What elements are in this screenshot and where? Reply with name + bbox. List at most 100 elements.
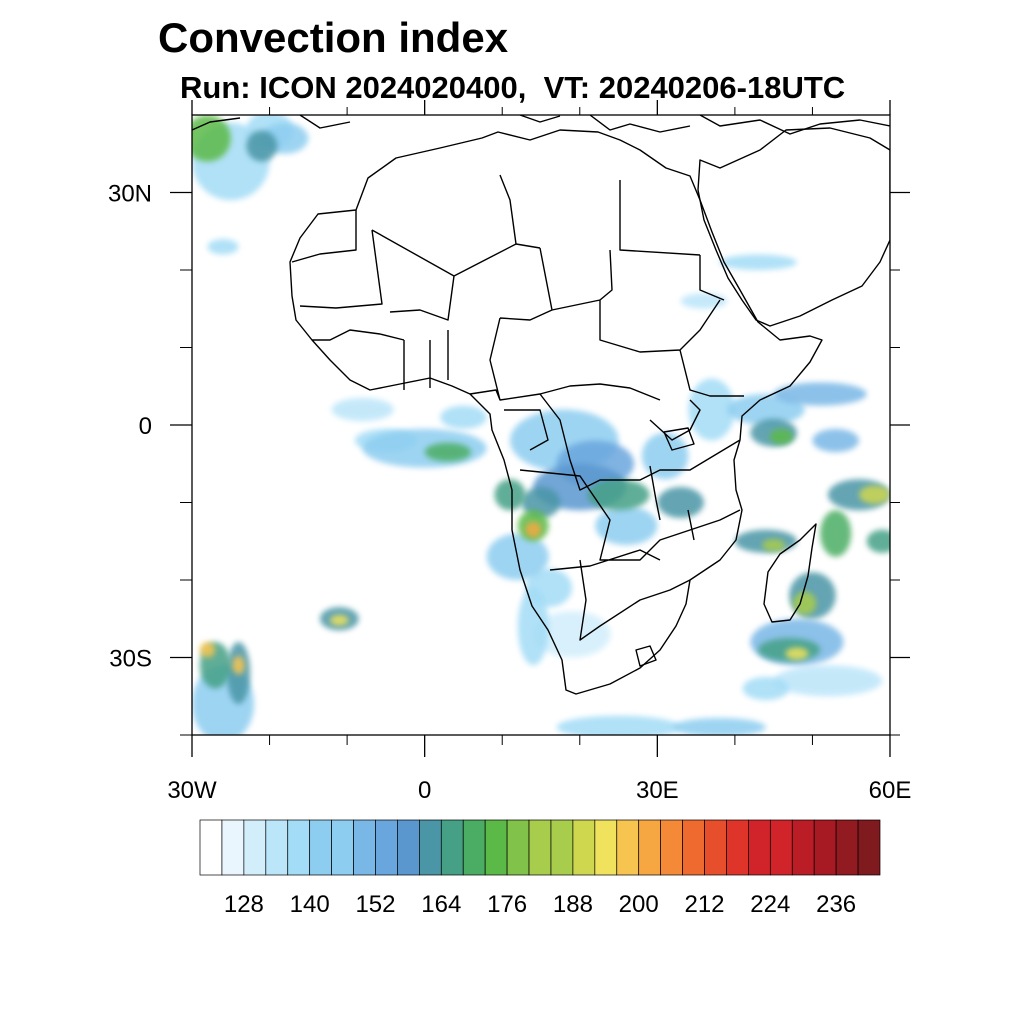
colorbar-box [726,819,749,876]
convection-cell [595,506,658,546]
convection-cell [641,432,689,480]
colorbar: 128 140 152 164 176 188 200 212 224 236 [199,819,881,918]
colorbar-box [353,819,376,876]
colorbar-box [199,819,223,876]
convection-cell [192,115,231,162]
country-borders [291,174,744,667]
colorbar-box [791,819,815,876]
colorbar-box [484,819,508,876]
lake-tanganyika [649,465,661,521]
convection-cell [773,665,883,697]
colorbar-box [704,819,727,876]
map-subtitle: Run: ICON 2024020400, VT: 20240206-18UTC [180,70,845,106]
convection-cell [820,510,852,557]
colorbar-box [309,819,332,876]
convection-cell [672,717,766,735]
colorbar-box [243,819,267,876]
colorbar-box [857,819,881,876]
convection-cell [866,529,890,553]
colorbar-box [287,819,311,876]
convection-cell [525,521,541,538]
colorbar-label: 224 [750,891,790,918]
convection-cell [793,591,817,615]
convection-cell [330,614,349,626]
colorbar-label: 152 [355,891,395,918]
colorbar-box [748,819,771,876]
convection-cell [232,655,245,675]
convection-cell [773,382,867,406]
colorbar-box [550,819,574,876]
map-title: Convection index [158,14,509,61]
convection-cell [517,587,549,666]
colorbar-label: 236 [816,891,856,918]
colorbar-box [835,819,859,876]
lon-tick-label: 60E [869,777,912,804]
vt-value: 20240206-18UTC [598,70,846,105]
convection-field [192,115,890,735]
colorbar-label: 188 [553,891,593,918]
convection-cell [246,130,278,162]
convection-cell [785,647,809,660]
colorbar-box [419,819,442,876]
convection-cell [742,676,790,701]
axis-ticks: 30W 0 30E 60E 30N 0 30S [108,100,911,804]
convection-cell [440,405,487,429]
colorbar-box [375,819,398,876]
convection-cell [521,487,561,518]
colorbar-label: 164 [421,891,461,918]
colorbar-box [769,819,793,876]
convection-cell [494,479,526,511]
lat-tick-label: 0 [139,413,152,440]
convection-cell [688,378,735,441]
convection-cell [858,485,890,505]
convection-cell [587,479,650,511]
colorbar-box [331,819,354,876]
convection-cell [812,428,859,453]
colorbar-box [660,819,683,876]
convection-cell [533,611,611,658]
colorbar-label: 212 [684,891,724,918]
colorbar-box [682,819,705,876]
colorbar-label: 176 [487,891,527,918]
madagascar-coastline [763,523,817,623]
colorbar-box [528,819,552,876]
colorbar-label: 140 [290,891,330,918]
colorbar-label: 200 [619,891,659,918]
convection-cell [762,538,786,552]
colorbar-label: 128 [224,891,264,918]
colorbar-box [616,819,640,876]
colorbar-box [265,819,289,876]
lat-tick-label: 30N [108,181,152,208]
convection-cell [556,715,681,735]
colorbar-box [572,819,596,876]
convection-cell [331,397,394,422]
lon-tick-label: 30E [636,777,679,804]
colorbar-box [221,819,245,876]
convection-cell [769,428,794,445]
convection-cell [727,394,805,425]
colorbar-box [397,819,420,876]
lake-malawi [687,509,695,541]
colorbar-box [638,819,661,876]
lon-tick-label: 0 [418,777,431,804]
lon-tick-label: 30W [167,777,217,804]
convection-cell [199,642,216,658]
vt-label: VT: [543,70,591,105]
arabia-coastline [697,127,890,327]
colorbar-box [813,819,837,876]
colorbar-box [462,819,486,876]
europe-coastline [192,115,890,135]
convection-cell [207,239,239,255]
africa-coastline [289,129,823,695]
lake-victoria [663,427,695,451]
convection-cell [719,254,797,270]
run-label: Run: [180,70,251,105]
convection-cell [424,442,472,462]
colorbar-box [594,819,618,876]
run-value: ICON 2024020400, [259,70,527,105]
coastlines-and-borders [192,115,890,695]
colorbar-box [506,819,530,876]
colorbar-box [440,819,464,876]
convection-cell [657,487,704,518]
